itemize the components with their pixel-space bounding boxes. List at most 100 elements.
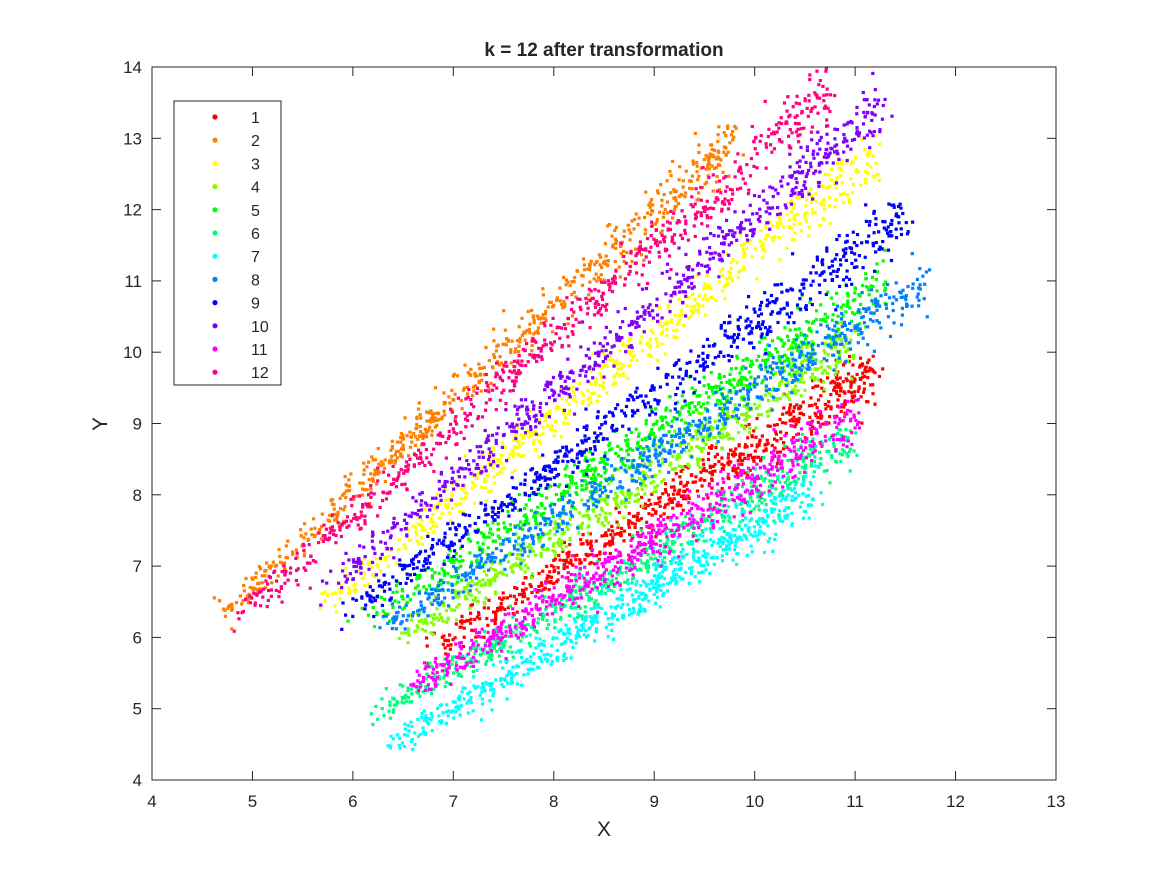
data-point (666, 502, 670, 506)
data-point (612, 374, 616, 378)
data-point (645, 458, 649, 462)
data-point (866, 376, 870, 380)
data-point (686, 442, 691, 446)
data-point (671, 492, 676, 496)
data-point (864, 169, 868, 173)
data-point (705, 539, 709, 543)
data-point (552, 558, 556, 562)
data-point (537, 455, 541, 459)
data-point (771, 388, 775, 392)
data-point (638, 456, 642, 460)
data-point (742, 425, 746, 429)
data-point (460, 407, 464, 411)
data-point (673, 434, 678, 438)
data-point (434, 411, 438, 415)
data-point (700, 515, 704, 520)
data-point (721, 409, 725, 413)
data-point (773, 446, 777, 450)
data-point (621, 342, 625, 346)
data-point (399, 432, 403, 436)
data-point (471, 385, 475, 389)
data-point (566, 280, 570, 284)
data-point (410, 737, 414, 742)
data-point (615, 359, 619, 363)
data-point (515, 339, 520, 343)
data-point (747, 503, 751, 508)
data-point (667, 545, 671, 549)
data-point (638, 444, 642, 449)
data-point (561, 511, 565, 515)
data-point (871, 301, 875, 306)
data-point (238, 594, 242, 598)
data-point (787, 362, 791, 366)
data-point (498, 647, 502, 651)
data-point (728, 516, 732, 520)
data-point (589, 382, 593, 386)
data-point (871, 392, 875, 396)
data-point (552, 599, 556, 603)
data-point (704, 421, 709, 425)
data-point (675, 400, 679, 404)
data-point (719, 415, 724, 419)
data-point (842, 450, 846, 454)
data-point (406, 629, 410, 633)
data-point (429, 631, 433, 635)
data-point (441, 619, 445, 623)
data-point (510, 569, 514, 573)
data-point (653, 502, 657, 506)
data-point (406, 641, 410, 645)
data-point (544, 319, 548, 323)
data-point (524, 515, 528, 519)
data-point (401, 437, 405, 441)
data-point (680, 450, 684, 454)
data-point (772, 507, 777, 511)
data-point (747, 415, 751, 419)
data-point (555, 298, 559, 302)
data-point (702, 287, 706, 291)
data-point (562, 489, 566, 493)
data-point (469, 373, 473, 377)
data-point (603, 259, 607, 263)
data-point (432, 599, 436, 603)
data-point (780, 379, 784, 383)
data-point (816, 367, 820, 371)
data-point (401, 614, 405, 618)
data-point (857, 170, 861, 174)
data-point (839, 173, 843, 178)
data-point (775, 462, 780, 466)
data-point (778, 360, 782, 364)
data-point (409, 739, 414, 743)
data-point (499, 677, 503, 681)
data-point (652, 592, 656, 596)
data-point (766, 357, 770, 362)
data-point (706, 165, 710, 169)
data-point (568, 523, 572, 527)
data-point (578, 558, 582, 562)
data-point (757, 532, 761, 536)
data-point (550, 305, 555, 309)
data-point (479, 485, 483, 489)
data-point (764, 365, 768, 369)
data-point (839, 459, 843, 463)
data-point (651, 507, 655, 511)
data-point (643, 477, 647, 481)
data-point (520, 600, 525, 604)
data-point (570, 280, 574, 284)
data-point (456, 704, 460, 708)
data-point (407, 729, 411, 733)
data-point (418, 608, 422, 612)
data-point (467, 698, 471, 703)
data-point (615, 520, 619, 524)
data-point (784, 495, 788, 499)
data-point (553, 609, 557, 613)
data-point (749, 453, 753, 457)
data-point (447, 709, 451, 713)
data-point (369, 712, 373, 716)
data-point (714, 180, 718, 184)
data-point (883, 248, 887, 252)
data-point (748, 468, 752, 472)
data-point (740, 459, 744, 463)
data-point (701, 438, 705, 442)
data-point (628, 447, 633, 451)
data-point (444, 609, 449, 613)
